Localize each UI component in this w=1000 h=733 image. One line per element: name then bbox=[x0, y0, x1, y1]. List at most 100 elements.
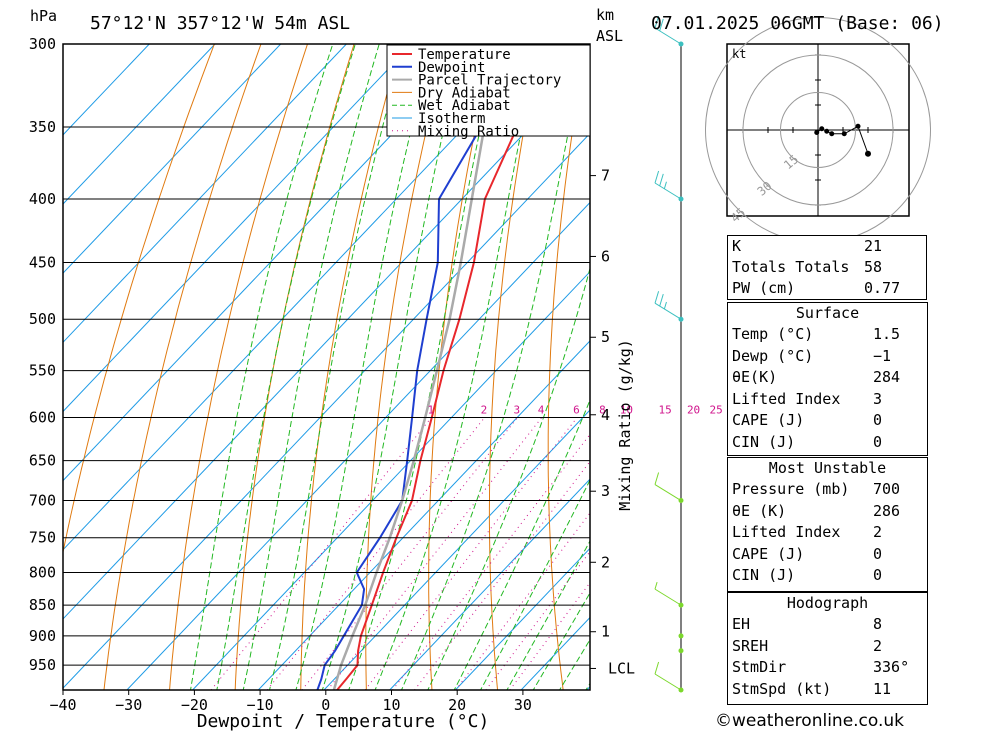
row-value: 0 bbox=[873, 566, 883, 584]
pressure-label: 300 bbox=[29, 35, 56, 53]
most-unstable-title: Most Unstable bbox=[768, 459, 887, 477]
km-tick-label: 1 bbox=[601, 623, 610, 641]
parcel-trajectory-line bbox=[332, 44, 506, 690]
mixing-ratio-line bbox=[266, 417, 486, 690]
isotherm-line bbox=[63, 44, 216, 205]
row-value: 700 bbox=[873, 480, 901, 498]
mixing-ratio-label: 1 bbox=[427, 403, 434, 416]
indices-table: K 21 Totals Totals 58 PW (cm) 0.77 bbox=[727, 235, 927, 300]
index-label: PW (cm) bbox=[732, 279, 796, 297]
pressure-label: 950 bbox=[29, 656, 56, 674]
mixing-ratio-line bbox=[327, 417, 543, 690]
wind-dot bbox=[678, 633, 684, 639]
mu-row: θE (K) 286 bbox=[728, 501, 927, 523]
hpa-label: hPa bbox=[30, 7, 57, 25]
hodo-row: SREH 2 bbox=[728, 636, 927, 658]
row-value: 2 bbox=[873, 636, 883, 655]
wind-barb-flag bbox=[654, 661, 660, 675]
mixing-ratio-label: 8 bbox=[599, 403, 606, 416]
wind-barb-staff bbox=[654, 673, 682, 691]
wind-barb-flag bbox=[659, 18, 664, 32]
row-label: Dewp (°C) bbox=[732, 346, 814, 365]
wind-barb-flag bbox=[663, 181, 667, 189]
row-label: θE (K) bbox=[732, 501, 787, 520]
km-tick-label: 5 bbox=[601, 328, 610, 346]
pressure-label: 550 bbox=[29, 362, 56, 380]
hodograph-point bbox=[865, 150, 871, 157]
surface-box: Surface Temp (°C) 1.5 Dewp (°C) −1 θE(K) 28… bbox=[727, 302, 928, 456]
mixing-ratio-axis-label: Mixing Ratio (g/kg) bbox=[616, 339, 634, 511]
isotherm-line bbox=[126, 201, 590, 690]
wet-adiabat-line bbox=[268, 44, 406, 690]
mu-row: CIN (J) 0 bbox=[728, 565, 927, 587]
x-tick-label: −10 bbox=[247, 696, 274, 714]
row-label: StmDir bbox=[732, 658, 787, 676]
wet-adiabat-line bbox=[189, 44, 334, 690]
hodograph-point bbox=[819, 126, 825, 132]
dry-adiabat-line bbox=[169, 44, 309, 690]
hodograph-title: Hodograph bbox=[786, 594, 869, 612]
hodo-row: StmDir 336° bbox=[728, 657, 927, 679]
dry-adiabat-line bbox=[103, 44, 262, 690]
row-value: 284 bbox=[873, 368, 901, 386]
row-label: SREH bbox=[732, 636, 769, 655]
pressure-label: 450 bbox=[29, 253, 56, 271]
surface-row: Lifted Index 3 bbox=[728, 389, 927, 411]
surface-title: Surface bbox=[795, 304, 860, 322]
mixing-ratio-label: 3 bbox=[514, 403, 521, 416]
mixing-ratio-label: 2 bbox=[481, 403, 488, 416]
mixing-ratio-label: 4 bbox=[538, 403, 545, 416]
isotherm-line bbox=[63, 44, 150, 136]
wet-adiabat-line bbox=[374, 44, 540, 690]
row-value: 286 bbox=[873, 501, 901, 520]
isotherm-line bbox=[63, 44, 413, 413]
pressure-label: 350 bbox=[29, 118, 56, 136]
mixing-ratio-line bbox=[210, 417, 432, 690]
isotherm-line bbox=[63, 44, 544, 551]
wind-barb-flag bbox=[654, 15, 660, 29]
hodo-row: EH 8 bbox=[728, 614, 927, 636]
km-tick-label: LCL bbox=[608, 659, 635, 677]
wind-barb-staff bbox=[654, 484, 682, 501]
wind-barb-staff bbox=[654, 588, 682, 606]
x-tick-label: 20 bbox=[448, 696, 466, 714]
wet-adiabat-line bbox=[427, 266, 590, 690]
x-tick-label: 0 bbox=[321, 696, 330, 714]
dewpoint-line bbox=[316, 44, 532, 690]
km-tick-label: 3 bbox=[601, 482, 610, 500]
x-tick-label: −40 bbox=[49, 696, 76, 714]
pressure-label: 650 bbox=[29, 452, 56, 470]
wind-barb-flag bbox=[663, 301, 667, 310]
hodograph-box: Hodograph EH 8 SREH 2 StmDir 336° StmSpd (k… bbox=[727, 592, 928, 705]
legend-entry: Isotherm bbox=[418, 111, 485, 127]
isotherm-line bbox=[192, 270, 590, 690]
km-tick-label: 7 bbox=[601, 167, 610, 185]
mu-row: CAPE (J) 0 bbox=[728, 544, 927, 566]
row-value: 8 bbox=[873, 615, 883, 633]
x-tick-label: −30 bbox=[115, 696, 142, 714]
asl-label: ASL bbox=[596, 27, 623, 45]
wet-adiabat-line bbox=[453, 398, 590, 690]
index-value: 58 bbox=[864, 258, 883, 276]
surface-row: CAPE (J) 0 bbox=[728, 410, 927, 432]
isotherm-line bbox=[389, 478, 590, 690]
pressure-label: 900 bbox=[29, 627, 56, 645]
surface-row: Temp (°C) 1.5 bbox=[728, 324, 927, 346]
index-row: Totals Totals 58 bbox=[728, 257, 927, 278]
dry-adiabat-line bbox=[63, 44, 215, 555]
most-unstable-box: Most Unstable Pressure (mb) 700 θE (K) 286… bbox=[727, 457, 928, 592]
index-label: Totals Totals bbox=[732, 258, 850, 276]
datetime-title: 07.01.2025 06GMT (Base: 06) bbox=[651, 13, 944, 34]
hodograph-unit-label: kt bbox=[732, 47, 746, 61]
row-value: 2 bbox=[873, 523, 883, 541]
index-value: 0.77 bbox=[864, 279, 901, 297]
row-label: CAPE (J) bbox=[732, 411, 805, 429]
legend-entry: Temperature bbox=[418, 47, 511, 63]
wet-adiabat-line bbox=[216, 44, 356, 690]
row-label: CAPE (J) bbox=[732, 544, 805, 563]
legend-entry: Wet Adiabat bbox=[418, 98, 511, 114]
row-label: Pressure (mb) bbox=[732, 480, 850, 498]
location-title: 57°12'N 357°12'W 54m ASL bbox=[90, 13, 350, 34]
index-label: K bbox=[732, 237, 742, 255]
